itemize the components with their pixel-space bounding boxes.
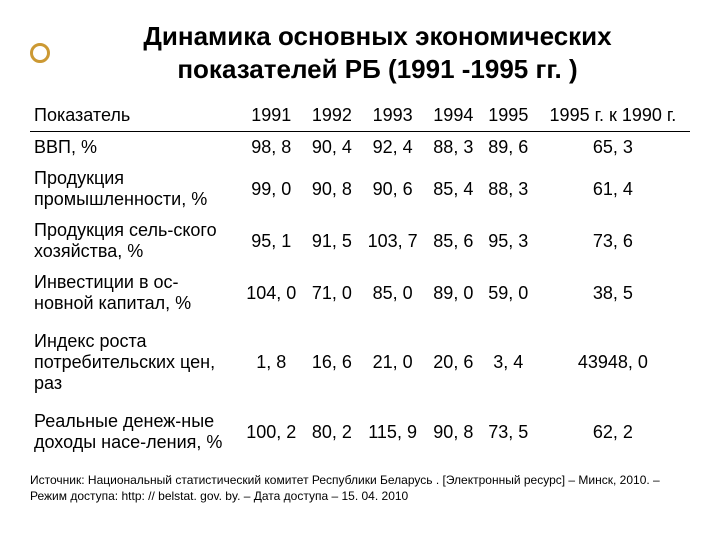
- cell-value: 38, 5: [536, 267, 690, 319]
- cell-value: 71, 0: [304, 267, 359, 319]
- cell-value: 80, 2: [304, 399, 359, 458]
- cell-value: 62, 2: [536, 399, 690, 458]
- cell-value: 92, 4: [359, 132, 425, 164]
- cell-value: 91, 5: [304, 215, 359, 267]
- cell-value: 21, 0: [359, 319, 425, 399]
- data-table: Показатель 1991 1992 1993 1994 1995 1995…: [30, 100, 690, 458]
- cell-value: 90, 6: [359, 163, 425, 215]
- cell-value: 100, 2: [238, 399, 304, 458]
- col-1993: 1993: [359, 100, 425, 132]
- cell-value: 16, 6: [304, 319, 359, 399]
- cell-value: 85, 0: [359, 267, 425, 319]
- table-row: ВВП, %98, 890, 492, 488, 389, 665, 3: [30, 132, 690, 164]
- row-label: Продукция промышленности, %: [30, 163, 238, 215]
- col-1994: 1994: [426, 100, 481, 132]
- col-indicator: Показатель: [30, 100, 238, 132]
- cell-value: 103, 7: [359, 215, 425, 267]
- cell-value: 85, 6: [426, 215, 481, 267]
- cell-value: 59, 0: [481, 267, 536, 319]
- cell-value: 20, 6: [426, 319, 481, 399]
- bullet-icon: [30, 43, 50, 63]
- col-ratio: 1995 г. к 1990 г.: [536, 100, 690, 132]
- row-label: Реальные денеж-ные доходы насе-ления, %: [30, 399, 238, 458]
- col-1991: 1991: [238, 100, 304, 132]
- cell-value: 104, 0: [238, 267, 304, 319]
- cell-value: 115, 9: [359, 399, 425, 458]
- row-label: Продукция сель-ского хозяйства, %: [30, 215, 238, 267]
- cell-value: 98, 8: [238, 132, 304, 164]
- cell-value: 43948, 0: [536, 319, 690, 399]
- col-1995: 1995: [481, 100, 536, 132]
- table-row: Индекс роста потребительских цен, раз1, …: [30, 319, 690, 399]
- table-row: Инвестиции в ос-новной капитал, %104, 07…: [30, 267, 690, 319]
- cell-value: 95, 1: [238, 215, 304, 267]
- cell-value: 65, 3: [536, 132, 690, 164]
- cell-value: 1, 8: [238, 319, 304, 399]
- row-label: Инвестиции в ос-новной капитал, %: [30, 267, 238, 319]
- row-label: ВВП, %: [30, 132, 238, 164]
- cell-value: 89, 0: [426, 267, 481, 319]
- cell-value: 85, 4: [426, 163, 481, 215]
- cell-value: 89, 6: [481, 132, 536, 164]
- cell-value: 61, 4: [536, 163, 690, 215]
- cell-value: 90, 8: [426, 399, 481, 458]
- cell-value: 88, 3: [481, 163, 536, 215]
- cell-value: 99, 0: [238, 163, 304, 215]
- cell-value: 90, 8: [304, 163, 359, 215]
- row-label: Индекс роста потребительских цен, раз: [30, 319, 238, 399]
- table-row: Реальные денеж-ные доходы насе-ления, %1…: [30, 399, 690, 458]
- slide-title: Динамика основных экономических показате…: [65, 20, 690, 85]
- cell-value: 88, 3: [426, 132, 481, 164]
- cell-value: 90, 4: [304, 132, 359, 164]
- cell-value: 3, 4: [481, 319, 536, 399]
- cell-value: 73, 6: [536, 215, 690, 267]
- table-row: Продукция промышленности, %99, 090, 890,…: [30, 163, 690, 215]
- table-header-row: Показатель 1991 1992 1993 1994 1995 1995…: [30, 100, 690, 132]
- col-1992: 1992: [304, 100, 359, 132]
- cell-value: 73, 5: [481, 399, 536, 458]
- cell-value: 95, 3: [481, 215, 536, 267]
- source-text: Источник: Национальный статистический ко…: [30, 473, 690, 504]
- table-row: Продукция сель-ского хозяйства, %95, 191…: [30, 215, 690, 267]
